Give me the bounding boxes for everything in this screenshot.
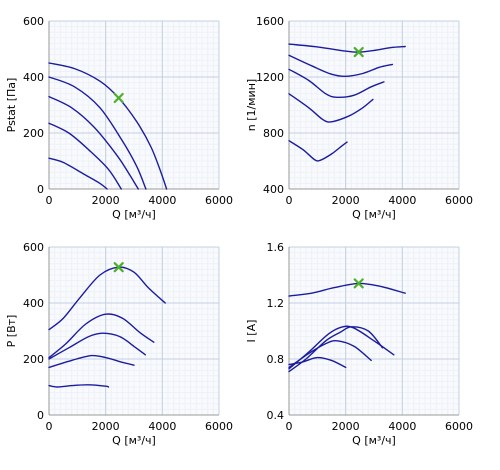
x-tick-label: 4000 <box>148 194 176 207</box>
y-tick-label: 600 <box>23 241 44 254</box>
y-tick-label: 0 <box>37 409 44 422</box>
y-tick-label: 200 <box>23 127 44 140</box>
x-tick-label: 0 <box>286 420 293 433</box>
curve-series-3 <box>288 68 385 99</box>
y-axis-label: Pstat [Па] <box>5 78 18 133</box>
y-tick-label: 1200 <box>256 71 284 84</box>
x-tick-label: 2000 <box>332 420 360 433</box>
curve-series-5 <box>288 356 347 369</box>
y-tick-label: 0.4 <box>267 409 285 422</box>
operating-point-marker <box>113 262 124 273</box>
x-tick-label: 4000 <box>148 420 176 433</box>
x-tick-label: 0 <box>46 194 53 207</box>
x-tick-label: 6000 <box>205 420 233 433</box>
x-tick-label: 4000 <box>388 194 416 207</box>
y-tick-label: 1.2 <box>267 297 285 310</box>
curve-series-1 <box>48 266 166 331</box>
y-tick-label: 200 <box>23 353 44 366</box>
y-tick-label: 800 <box>263 127 284 140</box>
curve-series-1 <box>288 282 406 297</box>
curve-series-2 <box>48 76 147 190</box>
minor-grid <box>289 247 459 415</box>
curve-series-4 <box>288 93 374 123</box>
curve-series-3 <box>48 95 139 190</box>
y-axis-label: I [A] <box>245 320 258 343</box>
curve-series-4 <box>48 354 135 369</box>
curve-series-2 <box>288 325 395 370</box>
chart-speed: 0 2000 4000 6000 400 800 1200 1600 Q [м³/ч] n [1/… <box>245 15 473 221</box>
x-axis-label: Q [м³/ч] <box>112 208 156 221</box>
operating-point-marker <box>113 92 124 104</box>
curve-series-2 <box>288 54 394 78</box>
curve-series-4 <box>288 339 372 369</box>
curve-series-5 <box>48 384 110 388</box>
curve-series-3 <box>288 326 384 373</box>
x-tick-label: 2000 <box>92 420 120 433</box>
x-tick-label: 2000 <box>332 194 360 207</box>
x-axis-label: Q [м³/ч] <box>352 434 396 447</box>
y-tick-label: 400 <box>23 297 44 310</box>
y-tick-label: 1.6 <box>267 241 285 254</box>
x-tick-label: 6000 <box>445 194 473 207</box>
y-tick-label: 400 <box>263 183 284 196</box>
chart-pstat: 0 2000 4000 6000 0 200 400 600 Q [м³/ч] Pstat [Па… <box>5 15 233 221</box>
y-axis-label: n [1/мин] <box>245 79 258 131</box>
x-tick-label: 6000 <box>205 194 233 207</box>
chart-current: 0 2000 4000 6000 0.4 0.8 1.2 1.6 Q [м³/ч] I [A] <box>245 241 473 447</box>
curve-series-5 <box>48 157 108 190</box>
x-tick-label: 0 <box>286 194 293 207</box>
curve-series-2 <box>48 313 155 359</box>
y-tick-label: 0.8 <box>267 353 285 366</box>
y-tick-label: 1600 <box>256 15 284 28</box>
curve-series-3 <box>48 332 146 360</box>
curve-series-1 <box>48 62 168 190</box>
y-tick-label: 400 <box>23 71 44 84</box>
chart-power: 0 2000 4000 6000 0 200 400 600 Q [м³/ч] P [Вт] <box>5 241 233 447</box>
x-tick-label: 0 <box>46 420 53 433</box>
x-tick-label: 2000 <box>92 194 120 207</box>
x-tick-label: 4000 <box>388 420 416 433</box>
operating-point-marker <box>353 46 364 58</box>
y-tick-label: 600 <box>23 15 44 28</box>
curve-series-5 <box>288 140 348 162</box>
curve-series-4 <box>48 122 122 190</box>
y-tick-label: 0 <box>37 183 44 196</box>
operating-point-marker <box>353 278 364 289</box>
x-axis-label: Q [м³/ч] <box>112 434 156 447</box>
x-axis-label: Q [м³/ч] <box>352 208 396 221</box>
x-tick-label: 6000 <box>445 420 473 433</box>
y-axis-label: P [Вт] <box>5 315 18 348</box>
